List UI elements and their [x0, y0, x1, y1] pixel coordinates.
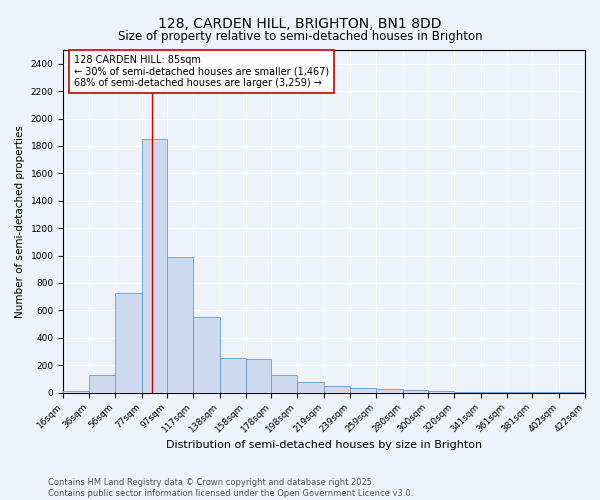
Text: Size of property relative to semi-detached houses in Brighton: Size of property relative to semi-detach…: [118, 30, 482, 43]
Bar: [428, 391, 454, 392]
Text: Contains HM Land Registry data © Crown copyright and database right 2025.
Contai: Contains HM Land Registry data © Crown c…: [48, 478, 413, 498]
Bar: [115, 292, 142, 392]
Bar: [167, 257, 193, 392]
Bar: [403, 390, 428, 392]
Bar: [376, 389, 403, 392]
Bar: [297, 382, 324, 392]
Y-axis label: Number of semi-detached properties: Number of semi-detached properties: [15, 125, 25, 318]
Text: 128, CARDEN HILL, BRIGHTON, BN1 8DD: 128, CARDEN HILL, BRIGHTON, BN1 8DD: [158, 18, 442, 32]
Bar: [324, 386, 350, 392]
Text: 128 CARDEN HILL: 85sqm
← 30% of semi-detached houses are smaller (1,467)
68% of : 128 CARDEN HILL: 85sqm ← 30% of semi-det…: [74, 55, 329, 88]
Bar: [89, 375, 115, 392]
Bar: [193, 316, 220, 392]
Bar: [271, 375, 297, 392]
Bar: [350, 388, 376, 392]
Bar: [142, 139, 167, 392]
X-axis label: Distribution of semi-detached houses by size in Brighton: Distribution of semi-detached houses by …: [166, 440, 482, 450]
Bar: [220, 358, 246, 392]
Bar: [246, 358, 271, 392]
